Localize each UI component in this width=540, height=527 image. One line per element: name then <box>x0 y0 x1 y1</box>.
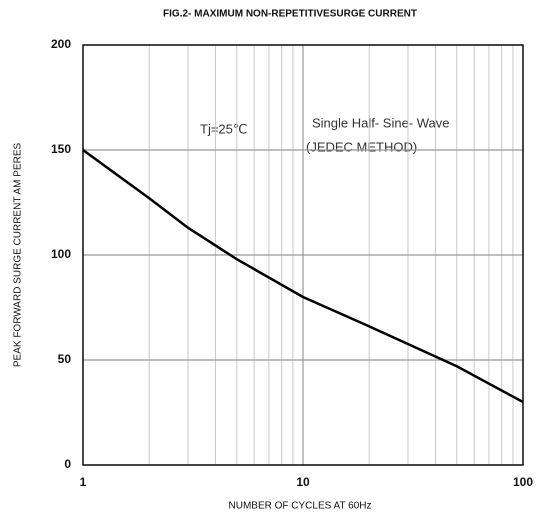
y-axis-label: PEAK FORWARD SURGE CURRENT AM PERES <box>13 143 24 368</box>
x-tick-label: 100 <box>513 475 533 489</box>
annotation: Tj=25℃ <box>200 121 247 136</box>
plot-frame <box>82 44 524 466</box>
x-axis-label: NUMBER OF CYCLES AT 60Hz <box>229 501 372 512</box>
y-tick-label: 200 <box>51 37 71 51</box>
annotation: Single Half- Sine- Wave <box>312 115 450 130</box>
y-tick-label: 0 <box>64 457 71 471</box>
y-tick-label: 150 <box>51 142 71 156</box>
y-tick-label: 50 <box>58 352 72 366</box>
data-line <box>82 148 524 404</box>
annotation: (JEDEC METHOD) <box>306 139 417 154</box>
x-tick-label: 1 <box>80 475 87 489</box>
y-tick-label: 100 <box>51 247 71 261</box>
chart-title: FIG.2- MAXIMUM NON-REPETITIVESURGE CURRE… <box>163 9 417 20</box>
x-tick-label: 10 <box>296 475 310 489</box>
